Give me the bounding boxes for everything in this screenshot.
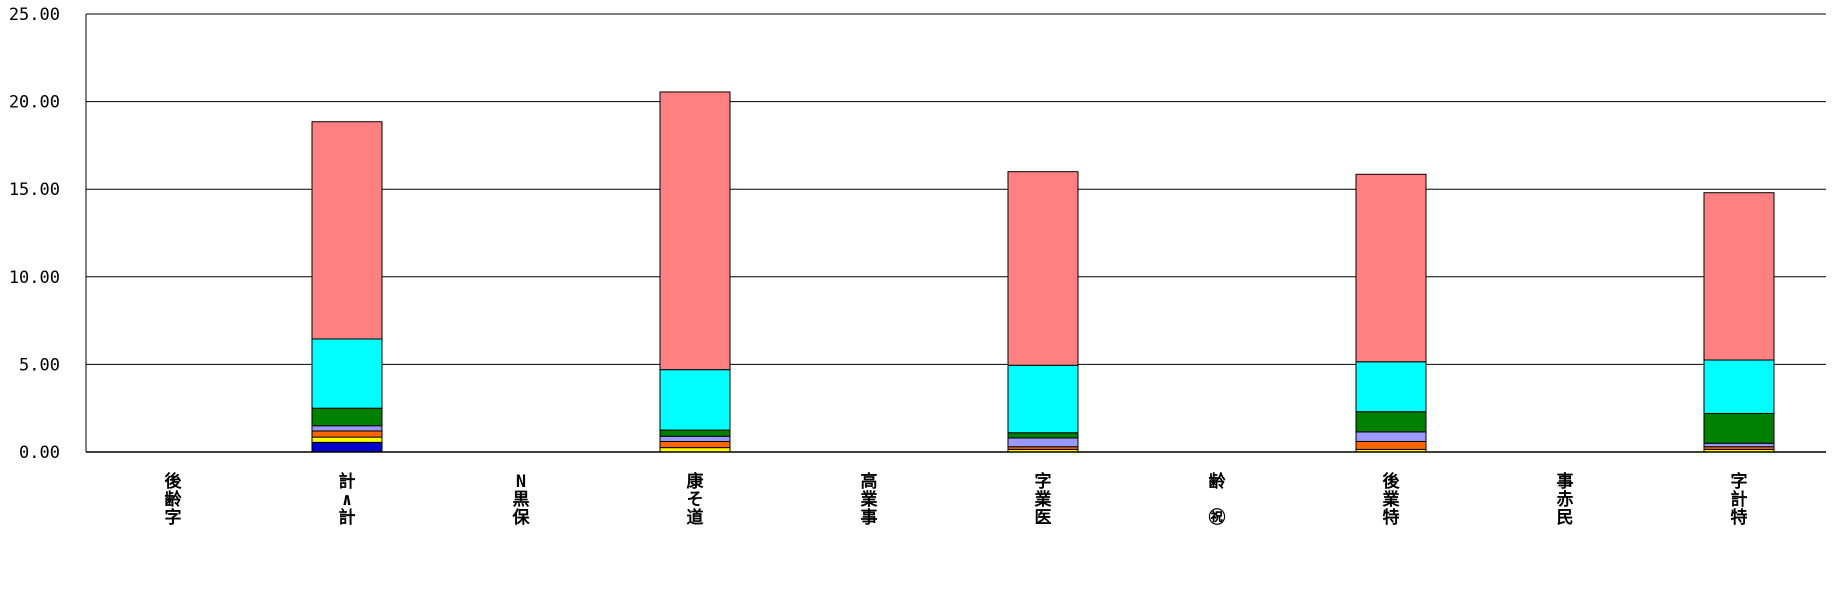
axes (85, 14, 1826, 453)
bar-segment (311, 436, 383, 443)
x-tick-label: 保 (512, 507, 531, 528)
bar-segment (311, 121, 383, 340)
x-tick-label: 字 (165, 507, 182, 528)
bar-segment (311, 441, 383, 453)
x-tick-label: 事 (861, 508, 878, 528)
bar-segment (311, 425, 383, 432)
x-tick-label: ∧ (342, 490, 352, 510)
bar-stacks (311, 91, 1775, 453)
bar-segment (1703, 442, 1775, 448)
x-tick-label: 字 (1035, 471, 1052, 492)
x-tick-label: 特 (1383, 507, 1400, 528)
x-tick-label: 事 (1557, 472, 1574, 492)
x-tick-label: 業 (1383, 489, 1400, 510)
x-tick-label: 字 (1731, 471, 1748, 492)
y-tick-label: 25.00 (9, 5, 60, 25)
x-tick-label: 道 (687, 507, 704, 528)
x-tick-label: 医 (1035, 508, 1052, 528)
bar-segment (1355, 431, 1427, 442)
x-tick-label: 計 (339, 507, 356, 528)
x-tick-label: 計 (1731, 489, 1748, 510)
x-tick-label: 赤 (1557, 489, 1574, 510)
bar-segment (1007, 364, 1079, 434)
x-tick-label: 康 (687, 471, 705, 492)
x-tick-label: 後 (1383, 471, 1401, 492)
bar-segment (1007, 171, 1079, 366)
x-tick-label: N (516, 472, 526, 492)
bar-segment (659, 429, 731, 437)
y-tick-label: 0.00 (19, 443, 60, 463)
y-tick-label: 20.00 (9, 93, 60, 113)
bar-segment (659, 369, 731, 431)
bar-segment (311, 430, 383, 438)
y-tick-label: 15.00 (9, 180, 60, 200)
bar-segment (1355, 173, 1427, 363)
bar-segment (1703, 412, 1775, 444)
x-tick-label: 計 (339, 471, 356, 492)
bar-segment (311, 407, 383, 427)
bar-segment (1703, 359, 1775, 414)
bar-segment (1703, 192, 1775, 361)
x-tick-label: 黒 (513, 490, 530, 510)
x-tick-label: 業 (861, 489, 878, 510)
x-tick-label: 業 (1035, 489, 1052, 510)
y-tick-label: 10.00 (9, 268, 60, 288)
y-tick-label: 5.00 (19, 355, 60, 375)
bar-segment (1355, 411, 1427, 433)
x-tick-label: 齢 (1209, 471, 1227, 492)
bar-segment (659, 440, 731, 449)
x-tick-label: 後 (165, 471, 183, 492)
x-tick-label: 民 (1557, 508, 1574, 528)
x-tick-label: そ (687, 490, 704, 510)
y-axis-ticks: 0.00 5.00 10.00 15.00 20.00 25.00 (9, 5, 60, 463)
x-tick-label: 特 (1731, 507, 1748, 528)
x-tick-label: 高 (861, 471, 878, 492)
bar-segment (1007, 432, 1079, 439)
bar-segment (1007, 437, 1079, 448)
bar-segment (1355, 440, 1427, 450)
bar-segment (659, 435, 731, 442)
x-tick-label: 齢 (165, 489, 183, 510)
bar-segment (659, 91, 731, 371)
bar-segment (311, 338, 383, 409)
x-tick-label: ㊗ (1209, 507, 1226, 528)
bar-segment (1355, 361, 1427, 413)
